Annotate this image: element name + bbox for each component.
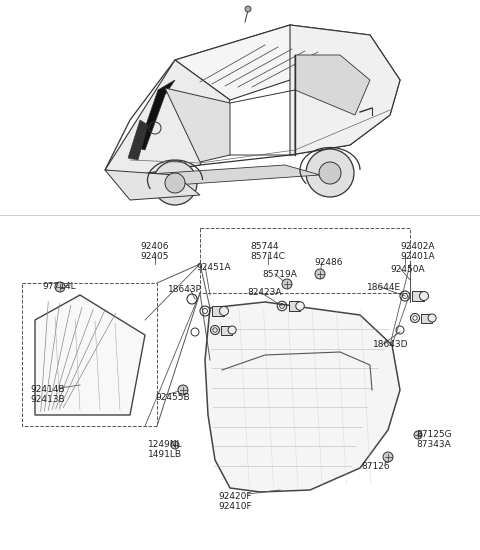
Polygon shape xyxy=(35,295,145,415)
Circle shape xyxy=(55,282,65,292)
Text: 18643P: 18643P xyxy=(168,285,202,294)
Text: 92414B
92413B: 92414B 92413B xyxy=(30,385,65,404)
Circle shape xyxy=(420,292,429,300)
Polygon shape xyxy=(105,170,200,200)
Circle shape xyxy=(315,269,325,279)
Circle shape xyxy=(319,162,341,184)
Text: 92451A: 92451A xyxy=(196,263,230,272)
Polygon shape xyxy=(138,80,175,150)
Polygon shape xyxy=(421,314,432,322)
Text: 92420F
92410F: 92420F 92410F xyxy=(218,492,252,512)
Text: 92450A: 92450A xyxy=(390,265,425,274)
Circle shape xyxy=(414,431,422,439)
Polygon shape xyxy=(135,165,320,185)
Circle shape xyxy=(178,385,188,395)
Text: 92406
92405: 92406 92405 xyxy=(141,242,169,261)
Text: 18644E: 18644E xyxy=(367,283,401,292)
Polygon shape xyxy=(412,291,424,301)
Circle shape xyxy=(296,302,304,310)
Text: 87126: 87126 xyxy=(362,462,390,471)
Text: 82423A: 82423A xyxy=(247,288,281,297)
Polygon shape xyxy=(175,25,350,100)
PathPatch shape xyxy=(205,302,400,492)
Text: 87125G
87343A: 87125G 87343A xyxy=(416,430,452,449)
Text: 92455B: 92455B xyxy=(155,393,190,402)
Bar xyxy=(22,283,157,426)
Circle shape xyxy=(165,173,185,193)
Polygon shape xyxy=(165,88,230,162)
Bar xyxy=(200,228,410,293)
Text: 18643D: 18643D xyxy=(373,340,408,349)
Polygon shape xyxy=(290,25,400,155)
Circle shape xyxy=(171,441,179,449)
Circle shape xyxy=(245,6,251,12)
Polygon shape xyxy=(105,60,230,175)
Text: 92486: 92486 xyxy=(314,258,343,267)
Circle shape xyxy=(383,452,393,462)
Polygon shape xyxy=(212,306,224,316)
Text: 85719A: 85719A xyxy=(262,270,297,279)
Circle shape xyxy=(282,279,292,289)
Polygon shape xyxy=(128,120,148,160)
Circle shape xyxy=(428,314,436,322)
Text: 92402A
92401A: 92402A 92401A xyxy=(400,242,434,261)
Polygon shape xyxy=(221,326,232,334)
Circle shape xyxy=(219,306,228,316)
Polygon shape xyxy=(295,55,370,115)
Text: 1249NL
1491LB: 1249NL 1491LB xyxy=(148,440,182,459)
Polygon shape xyxy=(288,301,300,311)
Circle shape xyxy=(153,161,197,205)
Text: 97714L: 97714L xyxy=(42,282,76,291)
Circle shape xyxy=(306,149,354,197)
Text: 85744
85714C: 85744 85714C xyxy=(251,242,286,261)
Circle shape xyxy=(228,326,236,334)
